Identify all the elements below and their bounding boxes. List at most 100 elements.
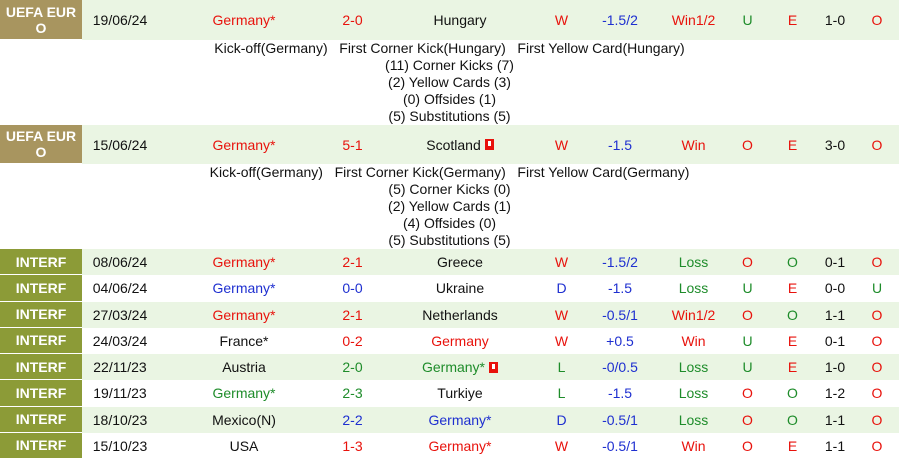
home: France* bbox=[219, 332, 269, 349]
handicap-cell: -1.5/2 bbox=[578, 249, 662, 275]
over-under-cell: U bbox=[725, 0, 770, 40]
detail-line: Kick-off(Germany) First Corner Kick(Hung… bbox=[214, 40, 685, 56]
league: INTERF bbox=[15, 279, 67, 296]
result-cell: L bbox=[545, 380, 578, 406]
result: W bbox=[554, 332, 569, 349]
detail-line: (2) Yellow Cards (1) bbox=[388, 198, 511, 214]
half-time-over-under-cell: O bbox=[855, 249, 899, 275]
handicap-result: Loss bbox=[678, 411, 709, 428]
away-cell: Germany bbox=[375, 328, 545, 354]
away-cell: Germany* bbox=[375, 354, 545, 380]
half-time-cell: 1-2 bbox=[815, 380, 855, 406]
date: 15/10/23 bbox=[92, 437, 148, 454]
odd-even-cell: E bbox=[770, 354, 815, 380]
away: Germany* bbox=[428, 437, 492, 454]
score: 1-3 bbox=[342, 437, 363, 454]
handicap-result-cell: Loss bbox=[662, 380, 725, 406]
date: 15/06/24 bbox=[92, 136, 148, 153]
result: W bbox=[554, 306, 569, 323]
handicap-result-cell: Win1/2 bbox=[662, 0, 725, 40]
away: Netherlands bbox=[422, 306, 498, 323]
match-row: INTERF 18/10/23 Mexico(N) 2-2 Germany* D -0.5/… bbox=[0, 406, 899, 433]
home: Germany* bbox=[212, 306, 276, 323]
detail-line: (4) Offsides (0) bbox=[402, 215, 497, 231]
result: D bbox=[556, 411, 567, 428]
odd-even-cell: O bbox=[770, 302, 815, 328]
result: W bbox=[554, 437, 569, 454]
home: USA bbox=[229, 437, 259, 454]
over-under: O bbox=[742, 437, 753, 454]
handicap-result-cell: Win bbox=[662, 328, 725, 354]
handicap-result-cell: Win1/2 bbox=[662, 302, 725, 328]
away: Germany bbox=[431, 332, 489, 349]
over-under-cell: U bbox=[725, 354, 770, 380]
odd-even-cell: O bbox=[770, 249, 815, 275]
home-cell: Germany* bbox=[158, 125, 330, 164]
date-cell: 19/11/23 bbox=[82, 380, 158, 406]
handicap-result-cell: Loss bbox=[662, 354, 725, 380]
league: INTERF bbox=[15, 253, 67, 270]
handicap-result: Loss bbox=[678, 359, 709, 376]
score-cell: 1-3 bbox=[330, 433, 375, 459]
handicap-cell: -1.5 bbox=[578, 380, 662, 406]
detail-line: (2) Yellow Cards (3) bbox=[388, 74, 511, 90]
odd-even: O bbox=[787, 254, 798, 271]
home-cell: Austria bbox=[158, 354, 330, 380]
date: 24/03/24 bbox=[92, 332, 148, 349]
away: Greece bbox=[437, 254, 483, 271]
league: INTERF bbox=[15, 411, 67, 428]
handicap-result-cell: Win bbox=[662, 433, 725, 459]
date-cell: 19/06/24 bbox=[82, 0, 158, 40]
handicap: -1.5 bbox=[607, 136, 633, 153]
match-details: Kick-off(Germany) First Corner Kick(Germ… bbox=[0, 164, 899, 249]
half-time-over-under: U bbox=[871, 280, 883, 297]
half-time: 1-1 bbox=[824, 411, 846, 428]
league-cell: INTERF bbox=[0, 406, 82, 433]
score-cell: 2-2 bbox=[330, 407, 375, 433]
date-cell: 15/10/23 bbox=[82, 433, 158, 459]
league: UEFA EURO bbox=[5, 128, 77, 160]
date: 04/06/24 bbox=[92, 280, 148, 297]
home-cell: Germany* bbox=[158, 380, 330, 406]
handicap-result: Loss bbox=[678, 385, 709, 402]
odd-even: E bbox=[787, 437, 798, 454]
half-time-over-under: O bbox=[871, 12, 883, 28]
over-under-cell: U bbox=[725, 275, 770, 301]
half-time-cell: 1-0 bbox=[815, 0, 855, 40]
league-cell: INTERF bbox=[0, 432, 82, 459]
home: Germany* bbox=[212, 280, 276, 297]
handicap-cell: -0.5/1 bbox=[578, 407, 662, 433]
home: Austria bbox=[222, 359, 266, 376]
half-time-over-under-cell: U bbox=[855, 275, 899, 301]
half-time-over-under-cell: O bbox=[855, 0, 899, 40]
result-cell: W bbox=[545, 433, 578, 459]
handicap-cell: -1.5 bbox=[578, 125, 662, 164]
over-under: U bbox=[742, 332, 753, 349]
handicap-result: Win bbox=[681, 332, 706, 349]
half-time-over-under: O bbox=[871, 254, 883, 271]
over-under: U bbox=[742, 280, 753, 297]
away: Scotland bbox=[426, 136, 481, 153]
score: 2-1 bbox=[342, 306, 363, 323]
odd-even: O bbox=[787, 306, 798, 323]
half-time-cell: 1-1 bbox=[815, 302, 855, 328]
match-row: INTERF 15/10/23 USA 1-3 Germany* W -0.5/1 Win O E… bbox=[0, 432, 899, 459]
handicap: -0/0.5 bbox=[602, 359, 638, 376]
league: UEFA EURO bbox=[5, 3, 77, 36]
half-time-over-under: O bbox=[871, 136, 883, 153]
half-time-over-under-cell: O bbox=[855, 302, 899, 328]
half-time-over-under-cell: O bbox=[855, 328, 899, 354]
odd-even-cell: E bbox=[770, 433, 815, 459]
over-under: O bbox=[742, 385, 753, 402]
half-time-cell: 0-0 bbox=[815, 275, 855, 301]
result-cell: D bbox=[545, 407, 578, 433]
odd-even: O bbox=[787, 385, 798, 402]
date: 19/06/24 bbox=[92, 12, 148, 28]
handicap-cell: -0.5/1 bbox=[578, 433, 662, 459]
date-cell: 04/06/24 bbox=[82, 275, 158, 301]
odd-even: E bbox=[787, 280, 798, 297]
home: Germany* bbox=[212, 385, 276, 402]
handicap-cell: -0.5/1 bbox=[578, 302, 662, 328]
match-row: INTERF 19/11/23 Germany* 2-3 Turkiye L -1.5 Los… bbox=[0, 380, 899, 407]
score-cell: 0-2 bbox=[330, 328, 375, 354]
